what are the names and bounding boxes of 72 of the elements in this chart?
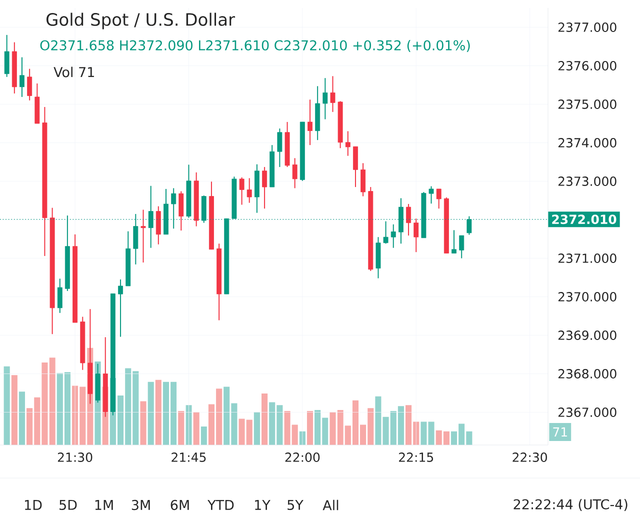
- ref-line-label: 2372.010: [552, 214, 616, 224]
- candlestick: [292, 158, 298, 189]
- y-tick-label: 2368.000: [558, 369, 616, 378]
- y-tick-label: 2371.000: [558, 254, 616, 263]
- bar: [375, 396, 382, 445]
- candlestick: [118, 278, 123, 338]
- candlestick: [414, 218, 419, 253]
- text: 1Y: [255, 500, 270, 510]
- text: 3M: [132, 500, 150, 510]
- bar: [140, 401, 146, 445]
- x-tick-label: 21:45: [172, 452, 206, 462]
- annotation: Vol 71: [54, 66, 94, 78]
- x-tick-label: 21:30: [58, 452, 92, 462]
- candlestick: [322, 78, 328, 120]
- candlestick: [406, 203, 411, 236]
- candlestick: [390, 224, 396, 248]
- x-tick-label: 22:30: [512, 452, 547, 462]
- chart-title: Gold Spot / U.S. Dollar: [46, 12, 236, 30]
- bar: [200, 426, 207, 445]
- candlestick: [436, 188, 442, 210]
- candlestick: [156, 206, 161, 245]
- y-tick-label: 2377.000: [558, 22, 616, 32]
- candlestick: [277, 128, 282, 168]
- candlestick: [360, 162, 366, 197]
- y-tick-label: 2373.000: [558, 176, 616, 186]
- candlestick: [308, 99, 312, 146]
- bar: [193, 412, 200, 445]
- candlestick: [383, 220, 388, 244]
- candlestick: [246, 178, 252, 204]
- bar: [178, 410, 184, 445]
- candlestick: [20, 56, 24, 98]
- candlestick: [345, 130, 350, 156]
- bar: [148, 382, 154, 445]
- bar: [4, 366, 10, 445]
- y-tick-label: 2375.000: [558, 100, 616, 109]
- candlestick: [27, 68, 32, 101]
- text: 1D: [25, 500, 42, 510]
- bar: [306, 410, 314, 445]
- bar: [155, 380, 162, 445]
- text: 5D: [60, 500, 77, 510]
- text: All: [322, 500, 338, 510]
- y-tick-label: 2374.000: [558, 138, 616, 148]
- candlestick: [262, 166, 268, 210]
- candlestick: [452, 230, 456, 254]
- y-tick-label: 2367.000: [558, 408, 616, 417]
- y-tick-label: 2369.000: [558, 330, 616, 340]
- text: 5Y: [288, 500, 304, 510]
- text: O2371.658 H2372.090 L2371.610 C2372.010 +0.352 (+0.01%): [40, 40, 470, 52]
- candlestick: [428, 186, 434, 204]
- candlestick: [459, 235, 464, 259]
- candlestick: [4, 34, 10, 78]
- y-tick-label: 2370.000: [558, 292, 616, 302]
- y-tick-label: 2376.000: [558, 61, 616, 70]
- text: YTD: [208, 500, 234, 510]
- bar: [18, 392, 26, 445]
- candlestick: [57, 278, 62, 314]
- bar: [49, 358, 56, 445]
- text: 1M: [95, 500, 113, 510]
- x-tick-label: 22:15: [399, 452, 434, 462]
- bar: [11, 375, 18, 445]
- candlestick: [330, 76, 336, 112]
- x-tick-label: 22:00: [285, 452, 320, 462]
- text: 6M: [170, 500, 189, 510]
- bar: [254, 412, 260, 445]
- candlestick: [178, 190, 184, 232]
- bar: [262, 394, 268, 445]
- candlestick: [353, 146, 358, 188]
- candlestick: [239, 176, 244, 206]
- text: 22:22:44 (UTC-4): [514, 498, 628, 512]
- text: 71: [553, 427, 567, 437]
- bar: [246, 420, 252, 445]
- candlestick: [140, 209, 146, 263]
